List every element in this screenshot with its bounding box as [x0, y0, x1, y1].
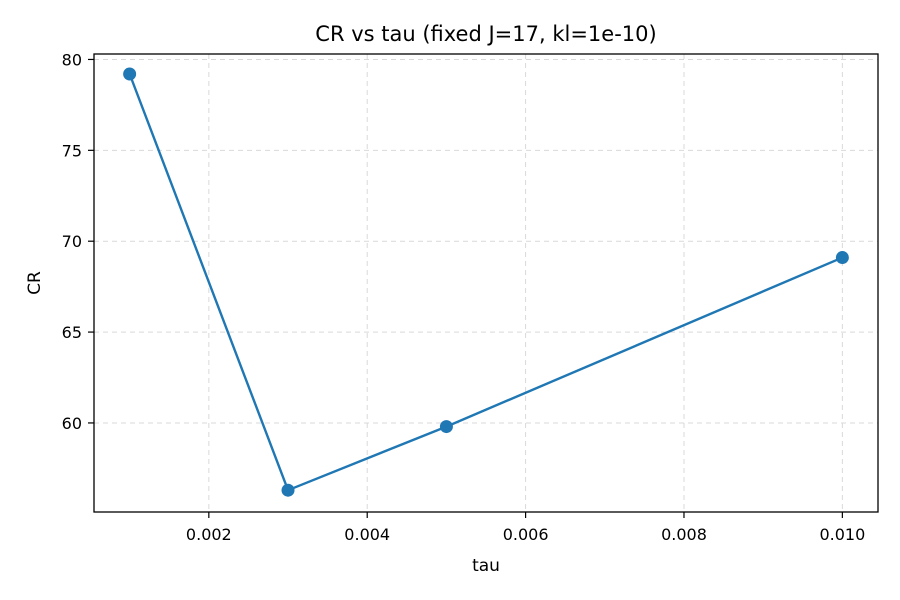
data-point — [281, 483, 295, 497]
series-layer — [123, 67, 849, 497]
series-line — [128, 73, 843, 492]
chart-title: CR vs tau (fixed J=17, kl=1e-10) — [315, 22, 656, 46]
y-tick-label: 65 — [62, 323, 82, 342]
y-tick-label: 60 — [62, 414, 82, 433]
y-tick-label: 70 — [62, 232, 82, 251]
data-point — [123, 67, 137, 81]
y-tick-label: 75 — [62, 141, 82, 160]
data-point — [439, 420, 453, 434]
ticks: 0.002 0.004 0.006 0.008 0.010 60 65 70 75 80 — [62, 50, 866, 544]
x-tick-label: 0.010 — [819, 525, 865, 544]
x-axis-label: tau — [472, 556, 500, 576]
x-tick-label: 0.004 — [344, 525, 390, 544]
grid — [94, 54, 878, 512]
x-tick-label: 0.008 — [661, 525, 707, 544]
y-tick-label: 80 — [62, 50, 82, 69]
plot-frame — [93, 53, 879, 513]
data-point — [835, 251, 849, 265]
y-axis-label: CR — [25, 271, 45, 295]
x-tick-label: 0.002 — [186, 525, 232, 544]
x-tick-label: 0.006 — [503, 525, 549, 544]
